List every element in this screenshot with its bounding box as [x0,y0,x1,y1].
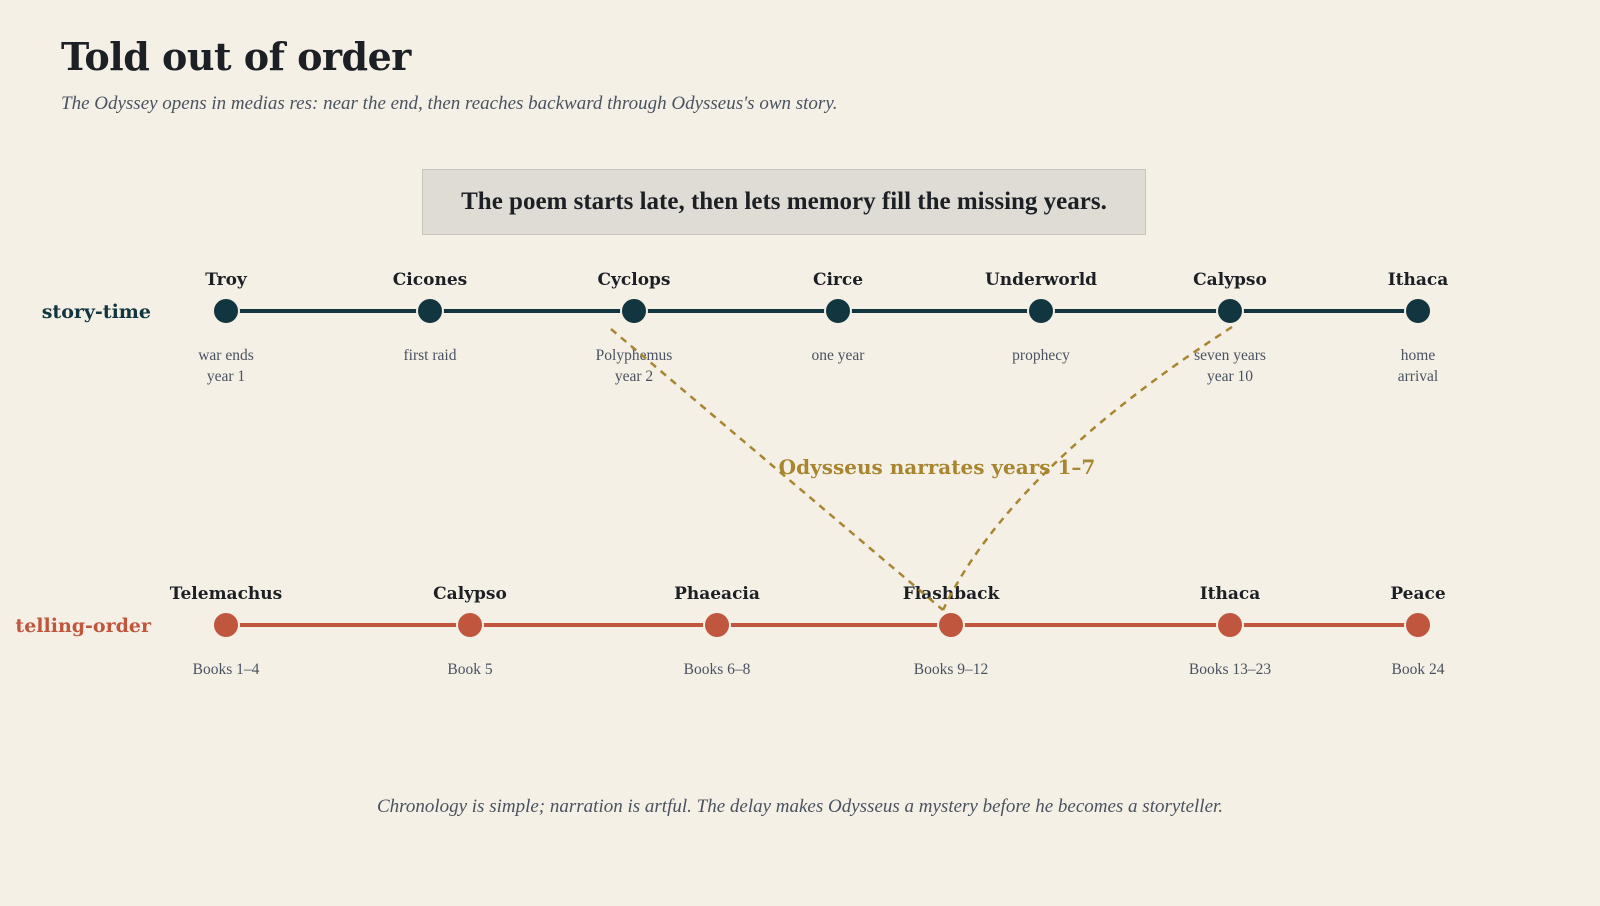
telling-node-telemachus [212,611,240,639]
telling-node-peace [1404,611,1432,639]
story-node-cyclops [620,297,648,325]
story-node-name-troy: Troy [205,270,248,290]
callout-box: The poem starts late, then lets memory f… [422,169,1146,235]
story-node-note-circe: one year [812,347,866,364]
story-lane-label: story-time [42,301,151,323]
story-node-note-ithaca: arrival [1398,368,1438,385]
telling-node-ithaca [1216,611,1244,639]
telling-node-name-telemachus: Telemachus [170,584,282,604]
telling-node-note-peace: Book 24 [1392,661,1445,678]
telling-lane-label: telling-order [15,615,152,637]
story-node-name-cyclops: Cyclops [597,270,670,290]
story-node-name-underworld: Underworld [985,270,1097,290]
story-node-note-calypso: year 10 [1207,368,1253,385]
story-node-name-cicones: Cicones [393,270,467,290]
page-title: Told out of order [61,34,411,79]
story-node-circe [824,297,852,325]
telling-node-note-calypso: Book 5 [447,661,492,678]
footer-note: Chronology is simple; narration is artfu… [376,796,1224,817]
story-node-note-ithaca: home [1401,347,1436,364]
story-node-calypso [1216,297,1244,325]
telling-node-note-phaeacia: Books 6–8 [684,661,751,678]
telling-node-flashback [937,611,965,639]
flashback-connector-label: Odysseus narrates years 1–7 [779,455,1096,479]
story-node-note-troy: war ends [198,347,254,364]
story-node-note-calypso: seven years [1194,347,1266,364]
story-node-name-ithaca: Ithaca [1388,270,1449,290]
telling-node-name-ithaca: Ithaca [1200,584,1261,604]
story-node-ithaca [1404,297,1432,325]
telling-node-note-flashback: Books 9–12 [914,661,989,678]
story-node-note-troy: year 1 [207,368,245,385]
telling-node-note-telemachus: Books 1–4 [193,661,260,678]
page-subtitle: The Odyssey opens in medias res: near th… [61,93,838,114]
telling-node-phaeacia [703,611,731,639]
telling-node-name-phaeacia: Phaeacia [674,584,760,604]
story-node-note-cyclops: year 2 [615,368,653,385]
story-node-name-circe: Circe [813,270,863,290]
story-node-cicones [416,297,444,325]
story-node-underworld [1027,297,1055,325]
story-node-note-cyclops: Polyphemus [596,347,673,364]
telling-node-name-calypso: Calypso [433,584,507,604]
story-node-note-underworld: prophecy [1012,347,1070,364]
story-node-name-calypso: Calypso [1193,270,1267,290]
telling-node-note-ithaca: Books 13–23 [1189,661,1271,678]
telling-node-calypso [456,611,484,639]
story-node-note-cicones: first raid [404,347,457,364]
telling-node-name-peace: Peace [1390,584,1446,604]
flashback-connector-calypso [941,325,1233,611]
story-node-troy [212,297,240,325]
